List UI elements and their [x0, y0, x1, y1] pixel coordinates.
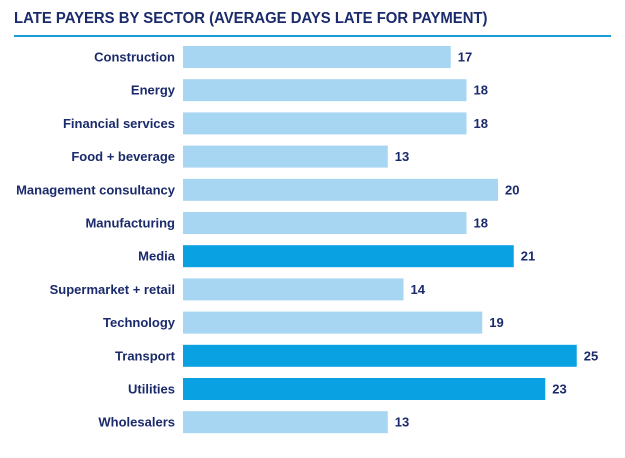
value-label: 19: [489, 315, 503, 330]
bar: [183, 278, 404, 301]
category-label: Food + beverage: [71, 149, 175, 164]
bar: [183, 178, 498, 201]
value-label: 18: [474, 116, 488, 131]
value-label: 13: [395, 415, 409, 430]
bar: [183, 46, 451, 68]
title-rule: [14, 35, 611, 37]
category-label: Supermarket + retail: [50, 282, 175, 297]
category-label: Transport: [115, 348, 176, 363]
bar: [183, 411, 388, 434]
bar: [183, 245, 514, 268]
value-label: 18: [474, 216, 488, 231]
value-label: 23: [552, 382, 566, 397]
category-label: Technology: [103, 315, 176, 330]
bar: [183, 378, 546, 400]
category-label: Management consultancy: [16, 182, 176, 197]
bar: [183, 79, 467, 102]
value-label: 17: [458, 50, 472, 65]
bar: [183, 212, 467, 234]
chart-title: LATE PAYERS BY SECTOR (AVERAGE DAYS LATE…: [14, 10, 488, 27]
category-label: Energy: [131, 83, 176, 98]
category-label: Financial services: [63, 116, 175, 131]
value-label: 20: [505, 182, 519, 197]
bar: [183, 145, 388, 168]
value-label: 14: [411, 282, 426, 297]
bar: [183, 344, 577, 367]
category-label: Manufacturing: [85, 216, 175, 231]
category-label: Utilities: [128, 382, 175, 397]
value-label: 13: [395, 149, 409, 164]
value-label: 21: [521, 249, 535, 264]
category-label: Construction: [94, 50, 175, 65]
value-label: 25: [584, 348, 598, 363]
category-label: Wholesalers: [98, 415, 175, 430]
bar: [183, 311, 483, 334]
category-label: Media: [138, 249, 176, 264]
bar: [183, 112, 467, 135]
value-label: 18: [474, 83, 488, 98]
